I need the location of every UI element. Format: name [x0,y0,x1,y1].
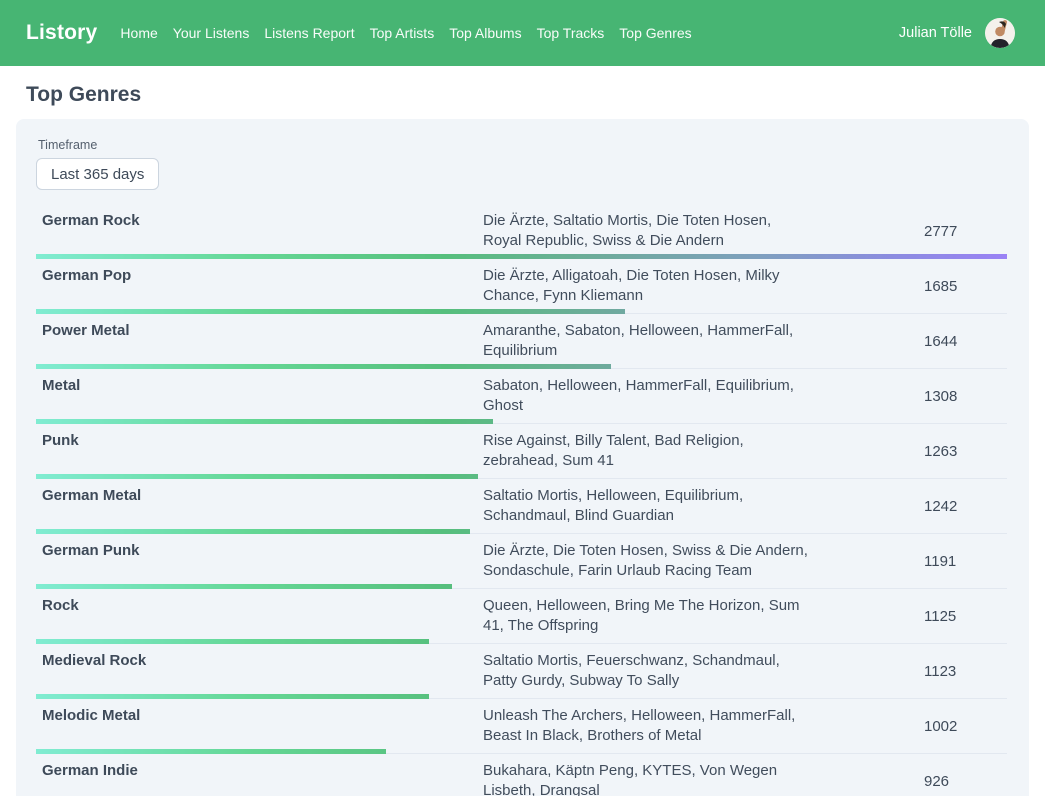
genre-listen-count: 1263 [924,442,958,460]
genre-artists: Saltatio Mortis, Helloween, Equilibrium,… [483,487,744,524]
genre-listen-count: 1123 [924,662,957,680]
genre-listen-count: 1191 [924,552,957,570]
nav-item-top-albums[interactable]: Top Albums [449,25,522,41]
genre-bar [36,584,453,589]
nav-item-top-genres[interactable]: Top Genres [619,25,692,41]
genre-row: Melodic Metal Unleash The Archers, Hello… [36,699,1007,754]
genre-artists: Die Ärzte, Saltatio Mortis, Die Toten Ho… [483,212,772,249]
genre-name: German Punk [42,542,140,559]
genre-artists: Saltatio Mortis, Feuerschwanz, Schandmau… [483,652,780,689]
genre-artists: Unleash The Archers, Helloween, HammerFa… [483,707,796,744]
genre-row: Power Metal Amaranthe, Sabaton, Hellowee… [36,314,1007,369]
genre-row: Punk Rise Against, Billy Talent, Bad Rel… [36,424,1007,479]
genre-name: Punk [42,432,79,449]
genre-artists: Bukahara, Käptn Peng, KYTES, Von Wegen L… [483,762,778,796]
genre-bar [36,474,478,479]
genre-table: German Rock Die Ärzte, Saltatio Mortis, … [36,204,1007,796]
nav-item-top-tracks[interactable]: Top Tracks [536,25,605,41]
page-content: Top Genres Timeframe Last 365 days Germa… [0,83,1045,796]
nav-item-your-listens[interactable]: Your Listens [172,25,250,41]
genre-artists: Die Ärzte, Die Toten Hosen, Swiss & Die … [483,542,808,579]
genre-name: German Metal [42,487,142,504]
genre-bar-track [36,749,1007,754]
genre-bar-track [36,419,1007,424]
genre-row: Medieval Rock Saltatio Mortis, Feuerschw… [36,644,1007,699]
nav-item-home[interactable]: Home [120,25,158,41]
genre-listen-count: 1242 [924,497,958,515]
genre-row: Metal Sabaton, Helloween, HammerFall, Eq… [36,369,1007,424]
nav-item-listens-report[interactable]: Listens Report [264,25,355,41]
genre-bar [36,694,429,699]
genre-bar-track [36,309,1007,314]
top-navbar: Listory Home Your Listens Listens Report To… [0,0,1045,66]
genre-bar [36,639,430,644]
user-menu: Julian Tölle [899,18,1015,48]
genre-listen-count: 1125 [924,607,957,625]
genre-bar-track [36,694,1007,699]
genre-name: Melodic Metal [42,707,141,724]
genre-listen-count: 1308 [924,387,958,405]
genre-row: German Indie Bukahara, Käptn Peng, KYTES… [36,754,1007,796]
genre-listen-count: 2777 [924,222,958,240]
user-name: Julian Tölle [898,25,972,41]
genre-artists: Sabaton, Helloween, HammerFall, Equilibr… [483,377,794,414]
genre-artists: Queen, Helloween, Bring Me The Horizon, … [483,597,800,634]
app-logo[interactable]: Listory [26,21,98,44]
timeframe-select[interactable]: Last 365 days [36,158,160,190]
genre-listen-count: 1644 [924,332,958,350]
genre-listen-count: 1685 [924,277,958,295]
genre-row: Rock Queen, Helloween, Bring Me The Hori… [36,589,1007,644]
nav-item-top-artists[interactable]: Top Artists [369,25,435,41]
genre-bar-track [36,364,1007,369]
genre-name: Rock [42,597,79,614]
genre-name: German Rock [42,212,140,229]
avatar-photo [985,18,1015,48]
genre-listen-count: 1002 [924,717,958,735]
genre-bar [36,254,1007,259]
genre-bar [36,529,471,534]
page-title: Top Genres [26,83,142,106]
genre-name: Power Metal [42,322,130,339]
genre-bar [36,364,611,369]
genre-name: Medieval Rock [42,652,147,669]
main-nav: Home Your Listens Listens Report Top Artist… [120,25,898,41]
genre-artists: Die Ärzte, Alligatoah, Die Toten Hosen, … [483,267,780,304]
genre-artists: Rise Against, Billy Talent, Bad Religion… [483,432,744,469]
genre-bar [36,309,626,314]
genre-row: German Punk Die Ärzte, Die Toten Hosen, … [36,534,1007,589]
top-genres-panel: Timeframe Last 365 days German Rock Die … [16,119,1029,796]
genre-bar-track [36,639,1007,644]
genre-row: German Metal Saltatio Mortis, Helloween,… [36,479,1007,534]
genre-bar-track [36,529,1007,534]
genre-artists: Amaranthe, Sabaton, Helloween, HammerFal… [483,322,794,359]
genre-bar [36,419,494,424]
genre-bar [36,749,387,754]
genre-name: German Pop [42,267,132,284]
genre-row: German Pop Die Ärzte, Alligatoah, Die To… [36,259,1007,314]
genre-bar-track [36,474,1007,479]
genre-bar-track [36,254,1007,259]
genre-bar-track [36,584,1007,589]
user-avatar[interactable] [985,18,1015,48]
genre-listen-count: 926 [924,772,950,790]
genre-row: German Rock Die Ärzte, Saltatio Mortis, … [36,204,1007,259]
genre-name: German Indie [42,762,138,779]
genre-name: Metal [42,377,81,394]
timeframe-label: Timeframe [38,138,98,152]
